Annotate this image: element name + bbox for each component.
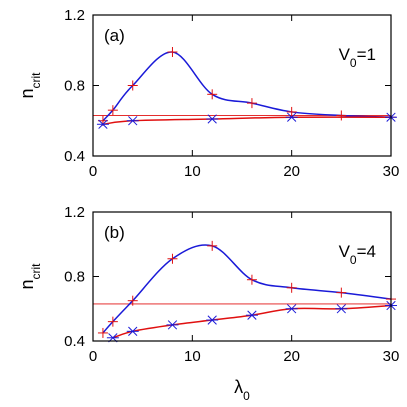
plot-frame xyxy=(92,211,392,342)
data-point xyxy=(97,327,108,338)
y-tick-label: 0.4 xyxy=(64,148,85,165)
star-marker-d2 xyxy=(98,119,108,129)
series-line-1 xyxy=(112,304,392,339)
star-marker-d2 xyxy=(247,310,257,320)
y-tick-label: 0.4 xyxy=(64,333,85,350)
y-tick-label: 0.8 xyxy=(64,78,85,95)
x-tick-label: 30 xyxy=(383,348,400,365)
y-tick-label: 1.2 xyxy=(64,204,85,221)
star-marker-d2 xyxy=(207,315,217,325)
y-axis-label: ncrit xyxy=(17,263,43,290)
data-point xyxy=(126,116,139,126)
star-marker-d2 xyxy=(287,112,297,122)
data-point xyxy=(336,287,347,298)
y-axis-label: ncrit xyxy=(17,72,43,99)
data-point xyxy=(96,119,109,129)
x-tick-label: 0 xyxy=(89,348,97,365)
star-marker-d2 xyxy=(128,326,138,336)
data-point xyxy=(107,105,118,116)
x-tick-label: 10 xyxy=(184,163,201,180)
data-point xyxy=(286,282,297,293)
parameter-annotation: V0=4 xyxy=(339,242,376,267)
parameter-annotation: V0=1 xyxy=(339,45,376,70)
data-point xyxy=(285,112,298,122)
star-marker-d2 xyxy=(336,304,346,314)
star-marker-d2 xyxy=(287,304,297,314)
data-point xyxy=(127,295,138,306)
star-marker-d2 xyxy=(207,114,217,124)
data-point xyxy=(285,304,298,314)
panel-a: 0 10 20 30 0.4 0.8 1.2 ncrit (a) V0=1 xyxy=(17,7,399,180)
y-tick-label: 0.8 xyxy=(64,269,85,286)
series-line-1 xyxy=(102,116,392,126)
x-tick-label: 10 xyxy=(184,348,201,365)
data-point xyxy=(206,315,219,325)
data-point xyxy=(127,80,138,91)
panel-label: (a) xyxy=(104,26,125,45)
data-point xyxy=(336,110,347,121)
data-point xyxy=(166,320,179,330)
data-point xyxy=(207,240,218,251)
data-point xyxy=(126,326,139,336)
data-point xyxy=(107,316,118,327)
panel-b: 0 10 20 30 0.4 0.8 1.2 ncrit (b) V0=4 λ0 xyxy=(17,204,399,403)
panel-label: (b) xyxy=(104,223,125,242)
data-point xyxy=(246,274,257,285)
data-point xyxy=(167,253,178,264)
data-point xyxy=(206,114,219,124)
x-tick-label: 20 xyxy=(283,348,300,365)
x-tick-label: 20 xyxy=(283,163,300,180)
star-marker-d2 xyxy=(128,116,138,126)
data-point xyxy=(286,106,297,117)
y-tick-label: 1.2 xyxy=(64,7,85,24)
data-point xyxy=(245,310,258,320)
x-tick-label: 30 xyxy=(383,163,400,180)
data-point xyxy=(207,89,218,100)
data-point xyxy=(335,304,348,314)
data-point xyxy=(246,98,257,109)
star-marker-d2 xyxy=(167,320,178,330)
x-axis-label: λ0 xyxy=(234,377,250,403)
data-point xyxy=(167,47,178,58)
x-tick-label: 0 xyxy=(89,163,97,180)
